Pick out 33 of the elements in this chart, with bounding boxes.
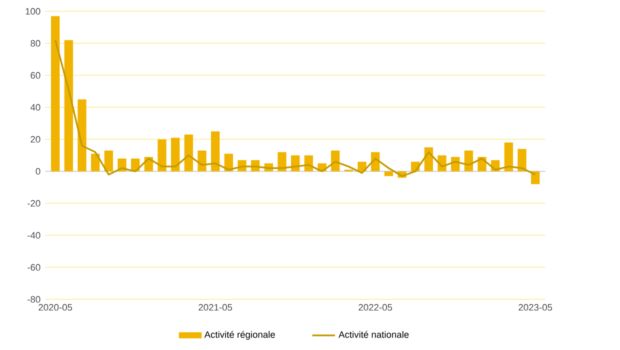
y-tick-label: -60 [28, 264, 40, 271]
bar [184, 134, 194, 172]
y-tick-label: -40 [28, 232, 40, 239]
bar [331, 150, 340, 172]
bar [171, 138, 180, 172]
y-tick-label: 80 [30, 40, 40, 47]
x-tick-label: 2021-05 [198, 304, 232, 311]
legend-label: Activité régionale [204, 330, 275, 340]
y-tick-label: -80 [28, 296, 40, 303]
bar [518, 148, 526, 172]
y-tick-label: 40 [30, 104, 40, 111]
bar [64, 40, 74, 172]
bar [278, 152, 286, 172]
y-tick-label: 0 [36, 168, 40, 175]
bar [504, 142, 514, 172]
x-tick-label: 2023-05 [518, 304, 552, 311]
x-tick-label: 2022-05 [358, 304, 392, 311]
bar [464, 150, 474, 172]
bar [158, 139, 166, 172]
line-series [54, 39, 536, 177]
y-tick-label: -20 [28, 200, 40, 207]
y-tick-label: 20 [30, 136, 40, 143]
bar [384, 171, 394, 176]
bar [198, 150, 206, 172]
y-tick-label: 60 [30, 72, 40, 79]
legend-label: Activité nationale [338, 330, 409, 338]
bar [104, 150, 114, 172]
bar [91, 154, 100, 172]
bar [51, 16, 60, 172]
bar [78, 99, 86, 172]
x-tick-label: 2020-05 [38, 304, 72, 311]
y-tick-label: 100 [26, 8, 40, 15]
bar [211, 131, 220, 172]
